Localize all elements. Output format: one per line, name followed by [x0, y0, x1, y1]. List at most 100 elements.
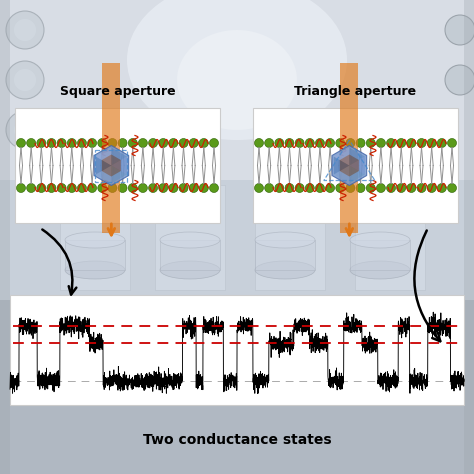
- Polygon shape: [96, 165, 111, 183]
- Bar: [253, 108, 458, 223]
- Circle shape: [255, 138, 264, 147]
- Circle shape: [264, 183, 273, 192]
- Circle shape: [275, 183, 284, 192]
- Circle shape: [210, 183, 219, 192]
- Circle shape: [210, 138, 219, 147]
- Circle shape: [376, 183, 385, 192]
- Circle shape: [118, 183, 127, 192]
- Ellipse shape: [160, 232, 220, 248]
- Circle shape: [427, 138, 436, 147]
- Bar: [255, 240, 315, 270]
- Polygon shape: [349, 165, 365, 183]
- Circle shape: [346, 183, 355, 192]
- Circle shape: [179, 183, 188, 192]
- Circle shape: [366, 138, 375, 147]
- Bar: [340, 63, 358, 233]
- Circle shape: [169, 183, 178, 192]
- Ellipse shape: [6, 61, 44, 99]
- Circle shape: [255, 183, 264, 192]
- Circle shape: [98, 138, 107, 147]
- Circle shape: [148, 183, 157, 192]
- Circle shape: [417, 138, 426, 147]
- Circle shape: [295, 183, 304, 192]
- Polygon shape: [349, 156, 365, 174]
- Circle shape: [37, 183, 46, 192]
- Text: Triangle aperture: Triangle aperture: [294, 85, 417, 98]
- Circle shape: [326, 138, 335, 147]
- Circle shape: [275, 138, 284, 147]
- Circle shape: [295, 138, 304, 147]
- Ellipse shape: [14, 69, 36, 91]
- Circle shape: [118, 138, 127, 147]
- Ellipse shape: [65, 232, 125, 248]
- Bar: [464, 0, 474, 474]
- Circle shape: [128, 138, 137, 147]
- Circle shape: [57, 138, 66, 147]
- Ellipse shape: [65, 261, 125, 279]
- Circle shape: [417, 183, 426, 192]
- Circle shape: [159, 138, 168, 147]
- Polygon shape: [94, 146, 128, 185]
- Circle shape: [17, 183, 26, 192]
- Polygon shape: [96, 147, 111, 165]
- Text: Square aperture: Square aperture: [60, 85, 175, 98]
- Circle shape: [88, 183, 97, 192]
- Circle shape: [37, 138, 46, 147]
- Polygon shape: [102, 155, 121, 176]
- Bar: [102, 63, 120, 233]
- Ellipse shape: [445, 65, 474, 95]
- Circle shape: [397, 138, 406, 147]
- Circle shape: [387, 183, 395, 192]
- Circle shape: [47, 138, 56, 147]
- Circle shape: [159, 183, 168, 192]
- Text: Two conductance states: Two conductance states: [143, 433, 331, 447]
- Circle shape: [407, 183, 416, 192]
- Ellipse shape: [350, 232, 410, 248]
- Circle shape: [316, 183, 324, 192]
- Bar: [350, 240, 410, 270]
- Ellipse shape: [14, 19, 36, 41]
- Circle shape: [264, 138, 273, 147]
- Bar: [60, 185, 130, 290]
- Circle shape: [27, 183, 36, 192]
- Bar: [0, 0, 474, 180]
- Circle shape: [108, 138, 117, 147]
- Bar: [0, 0, 10, 474]
- Circle shape: [179, 138, 188, 147]
- Circle shape: [108, 183, 117, 192]
- Circle shape: [326, 183, 335, 192]
- Circle shape: [138, 138, 147, 147]
- Bar: [0, 300, 474, 474]
- Bar: [255, 185, 325, 290]
- Ellipse shape: [6, 11, 44, 49]
- Bar: [95, 149, 128, 182]
- Circle shape: [305, 183, 314, 192]
- Circle shape: [77, 183, 86, 192]
- Circle shape: [376, 138, 385, 147]
- Circle shape: [169, 138, 178, 147]
- Polygon shape: [111, 147, 127, 165]
- Circle shape: [57, 183, 66, 192]
- Circle shape: [447, 138, 456, 147]
- Ellipse shape: [255, 261, 315, 279]
- Polygon shape: [111, 156, 127, 174]
- Polygon shape: [334, 147, 349, 165]
- Circle shape: [387, 138, 395, 147]
- Circle shape: [356, 138, 365, 147]
- Bar: [15, 108, 220, 223]
- Circle shape: [336, 183, 345, 192]
- Circle shape: [148, 138, 157, 147]
- Circle shape: [336, 138, 345, 147]
- Ellipse shape: [177, 30, 297, 130]
- Bar: [160, 240, 220, 270]
- Circle shape: [316, 138, 324, 147]
- Circle shape: [189, 138, 198, 147]
- Polygon shape: [349, 147, 365, 165]
- Circle shape: [189, 183, 198, 192]
- Circle shape: [447, 183, 456, 192]
- Circle shape: [67, 138, 76, 147]
- Polygon shape: [340, 155, 359, 176]
- Polygon shape: [96, 156, 111, 174]
- Bar: [355, 185, 425, 290]
- Bar: [65, 240, 125, 270]
